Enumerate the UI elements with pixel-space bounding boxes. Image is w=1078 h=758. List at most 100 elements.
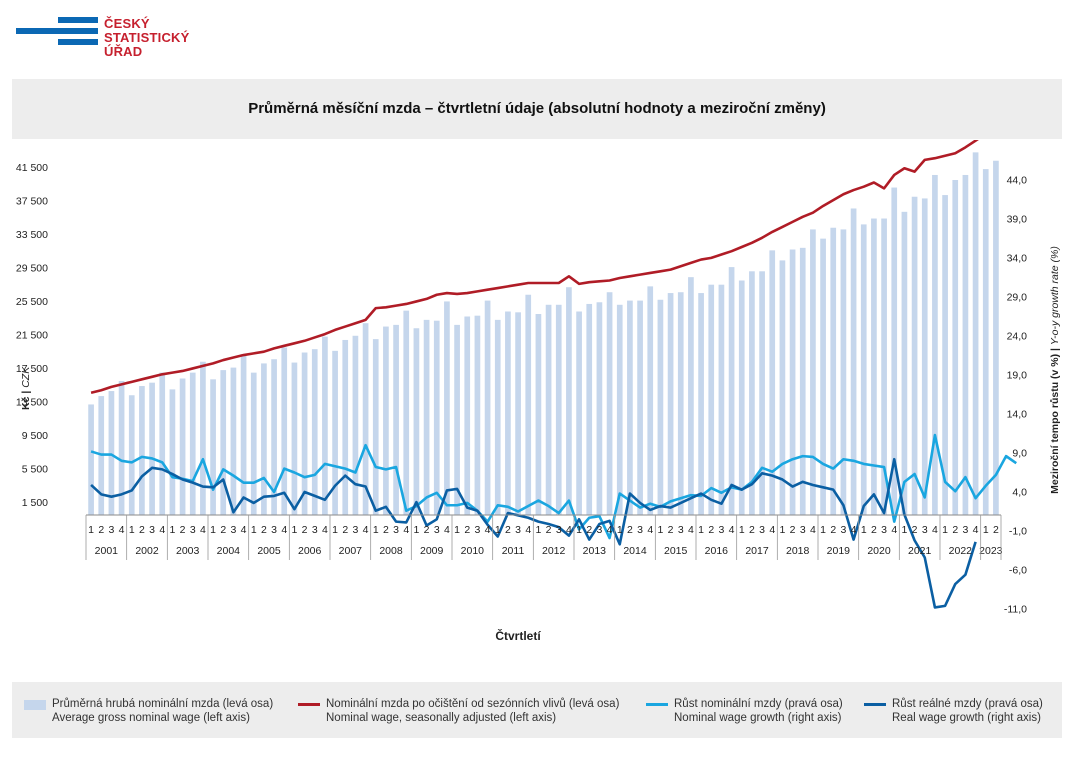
- wage-bar: [718, 284, 725, 515]
- wage-bar: [159, 372, 166, 516]
- quarter-tick-label: 1: [251, 524, 257, 536]
- year-tick-label: 2010: [461, 545, 485, 557]
- right-y-tick-label: -11,0: [1004, 604, 1027, 616]
- wage-bar: [789, 249, 796, 515]
- year-tick-label: 2006: [298, 545, 322, 557]
- quarter-tick-label: 2: [220, 524, 226, 536]
- wage-bar: [220, 370, 227, 515]
- quarter-tick-label: 3: [434, 524, 440, 536]
- wage-bar: [616, 304, 623, 515]
- wage-bar: [413, 328, 420, 515]
- quarter-tick-label: 2: [505, 524, 511, 536]
- wage-bar: [525, 294, 532, 515]
- quarter-tick-label: 3: [515, 524, 521, 536]
- year-tick-label: 2011: [502, 545, 525, 557]
- wage-bar: [840, 229, 847, 515]
- wage-bar: [596, 302, 603, 515]
- right-y-tick-label: 4,0: [1012, 487, 1027, 499]
- quarter-tick-label: 3: [474, 524, 480, 536]
- quarter-tick-label: 2: [586, 524, 592, 536]
- wage-bar: [250, 372, 257, 516]
- wage-bar: [383, 326, 389, 515]
- wage-bar: [88, 404, 94, 515]
- right-y-axis-title: Meziroční tempo růstu (v %) | Y-o-y grow…: [1049, 246, 1061, 494]
- chart-legend: Průměrná hrubá nominální mzda (levá osa)…: [12, 682, 1062, 738]
- quarter-tick-label: 4: [810, 524, 816, 536]
- quarter-tick-label: 4: [485, 524, 491, 536]
- left-y-tick-label: 5 500: [22, 463, 48, 475]
- quarter-tick-label: 1: [454, 524, 460, 536]
- wage-bar: [139, 386, 145, 515]
- left-y-tick-label: 29 500: [16, 262, 48, 274]
- quarter-tick-label: 2: [668, 524, 674, 536]
- left-y-tick-label: 1 500: [22, 497, 48, 509]
- wage-bar: [779, 260, 786, 515]
- quarter-tick-label: 3: [556, 524, 562, 536]
- quarter-tick-label: 4: [891, 524, 897, 536]
- quarter-tick-label: 4: [851, 524, 857, 536]
- quarter-tick-label: 4: [159, 524, 165, 536]
- wage-bar: [749, 271, 755, 515]
- legend-label-cs: Růst reálné mzdy (pravá osa): [892, 698, 1043, 710]
- quarter-tick-label: 4: [322, 524, 328, 536]
- wage-bar: [322, 336, 328, 515]
- quarter-tick-label: 3: [800, 524, 806, 536]
- wage-bar: [891, 187, 898, 515]
- wage-bar: [576, 311, 582, 515]
- quarter-tick-label: 2: [627, 524, 633, 536]
- year-tick-label: 2022: [949, 545, 973, 557]
- wage-bar: [637, 300, 643, 515]
- quarter-tick-label: 4: [607, 524, 613, 536]
- year-tick-label: 2005: [257, 545, 281, 557]
- year-tick-label: 2003: [176, 545, 200, 557]
- wage-bar: [728, 267, 735, 515]
- chart-title: Průměrná měsíční mzda – čtvrtletní údaje…: [248, 100, 826, 117]
- quarter-tick-label: 1: [779, 524, 785, 536]
- year-tick-label: 2021: [908, 545, 932, 557]
- right-y-tick-label: 29,0: [1007, 292, 1028, 304]
- right-y-tick-label: 14,0: [1007, 409, 1028, 421]
- right-y-axis-title-cs: Meziroční tempo růstu (v %) |: [1049, 345, 1061, 494]
- quarter-tick-label: 1: [413, 524, 419, 536]
- wage-bar: [494, 319, 501, 515]
- quarter-tick-label: 4: [119, 524, 125, 536]
- organization-name-line-3: ÚŘAD: [104, 44, 143, 59]
- wage-bar: [830, 227, 837, 515]
- seasonally-adjusted-wage-line: [90, 140, 979, 394]
- wage-bar: [993, 160, 999, 516]
- year-tick-label: 2023: [979, 545, 1003, 557]
- bar-series-layer: [88, 152, 999, 516]
- wage-bar: [311, 349, 318, 515]
- quarter-tick-label: 2: [790, 524, 796, 536]
- quarter-tick-label: 2: [952, 524, 958, 536]
- left-y-tick-label: 17 500: [16, 363, 48, 375]
- wage-bar: [921, 198, 928, 516]
- quarter-tick-label: 2: [180, 524, 186, 536]
- year-tick-label: 2001: [95, 545, 119, 557]
- wage-bar: [769, 250, 776, 515]
- quarter-tick-label: 3: [962, 524, 968, 536]
- right-y-tick-label: 44,0: [1007, 175, 1028, 187]
- wage-bar: [362, 323, 369, 515]
- year-tick-label: 2009: [420, 545, 444, 557]
- nominal-growth-line: [90, 433, 1017, 540]
- wage-bar: [169, 389, 176, 516]
- quarter-tick-label: 1: [210, 524, 216, 536]
- quarter-tick-label: 1: [942, 524, 948, 536]
- wage-bar: [657, 299, 664, 515]
- chart-title-panel: Průměrná měsíční mzda – čtvrtletní údaje…: [12, 79, 1062, 139]
- quarter-tick-label: 3: [637, 524, 643, 536]
- wage-bar: [850, 208, 857, 515]
- quarter-tick-label: 1: [373, 524, 379, 536]
- left-y-tick-label: 41 500: [16, 162, 48, 174]
- quarter-tick-label: 3: [271, 524, 277, 536]
- wage-bar: [799, 247, 806, 515]
- quarter-tick-label: 2: [383, 524, 389, 536]
- wage-bar: [738, 280, 745, 515]
- quarter-tick-label: 1: [169, 524, 175, 536]
- wage-bar: [230, 367, 237, 515]
- year-tick-label: 2014: [623, 545, 647, 557]
- organization-name-line-1: ČESKÝ: [104, 16, 150, 31]
- quarter-tick-label: 2: [749, 524, 755, 536]
- wage-bar: [952, 180, 959, 515]
